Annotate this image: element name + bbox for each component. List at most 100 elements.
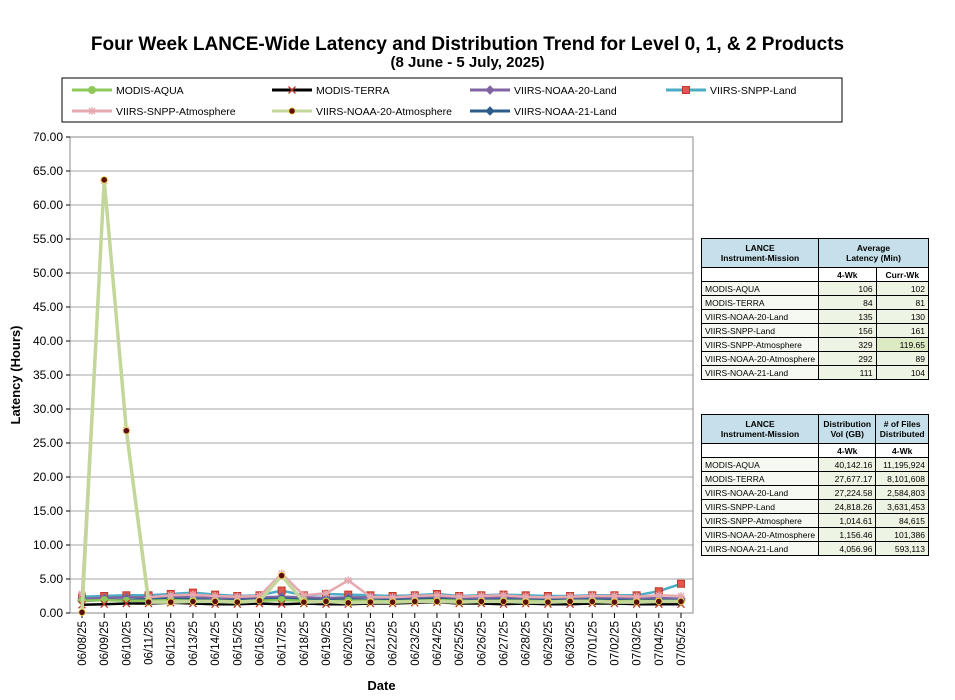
latency-row-currwk: 89 (875, 351, 930, 366)
distribution-row: VIIRS-NOAA-20-Land 27,224.58 2,584,803 (700, 485, 929, 500)
x-tick-label: 06/20/25 (343, 621, 355, 666)
legend-entry: VIIRS-SNPP-Atmosphere (116, 106, 236, 118)
series-line-viirs-noaa-20-atmosphere (80, 178, 681, 613)
dist-row-name: VIIRS-SNPP-Atmosphere (700, 513, 820, 528)
latency-header-currwk: Curr-Wk (875, 267, 930, 282)
x-tick-label: 06/09/25 (99, 621, 111, 666)
latency-row-4wk: 329 (818, 337, 877, 352)
data-point (189, 597, 197, 606)
distribution-table: LANCE Instrument-Mission Distribution Vo… (700, 414, 929, 556)
legend-marker (288, 86, 296, 94)
data-point (477, 597, 485, 606)
data-point (233, 592, 242, 601)
legend-marker (88, 107, 96, 115)
data-point (610, 598, 619, 606)
distribution-row: VIIRS-NOAA-21-Land 4,056.96 593,113 (700, 541, 929, 556)
x-tick-label: 06/18/25 (299, 621, 311, 666)
latency-row-currwk: 104 (875, 365, 930, 380)
legend-entry: VIIRS-NOAA-20-Atmosphere (316, 106, 452, 118)
x-tick-label: 06/23/25 (410, 621, 422, 666)
data-point (344, 576, 353, 585)
x-tick-label: 06/25/25 (454, 621, 466, 666)
x-tick-label: 06/24/25 (432, 621, 444, 666)
latency-row-name: VIIRS-NOAA-20-Land (700, 309, 820, 324)
dist-header-mission: LANCE Instrument-Mission (700, 414, 820, 444)
dist-row-files: 84,615 (875, 513, 929, 528)
data-point (499, 591, 508, 600)
dist-row-name: VIIRS-SNPP-Land (700, 499, 820, 514)
dist-row-vol: 1,014.61 (818, 513, 877, 528)
x-axis-title: Date (367, 678, 395, 693)
legend-entry: VIIRS-SNPP-Land (710, 85, 797, 97)
data-point (255, 592, 264, 600)
latency-row-currwk: 161 (875, 323, 930, 338)
y-tick-label: 65.00 (33, 164, 63, 178)
x-tick-label: 06/08/25 (77, 621, 89, 666)
chart-subtitle: (8 June - 5 July, 2025) (390, 54, 545, 71)
y-tick-label: 20.00 (33, 470, 63, 484)
dist-header-vol: Distribution Vol (GB) (818, 414, 877, 444)
dist-header-4wk-files: 4-Wk (875, 443, 929, 458)
data-point (388, 598, 397, 606)
dist-row-files: 101,386 (875, 527, 929, 542)
chart-title: Four Week LANCE-Wide Latency and Distrib… (90, 34, 845, 55)
data-point (166, 591, 175, 600)
latency-row-currwk: 119.65 (875, 337, 930, 352)
latency-table: LANCE Instrument-Mission Average Latency… (700, 238, 930, 380)
data-point (455, 598, 463, 606)
data-point (677, 579, 685, 588)
data-point (233, 598, 241, 606)
data-point (654, 591, 663, 600)
dist-row-files: 11,195,924 (875, 457, 929, 472)
x-tick-label: 06/21/25 (365, 621, 377, 666)
latency-row-currwk: 130 (875, 309, 930, 324)
data-point (255, 597, 264, 605)
data-point (188, 590, 197, 599)
data-point (100, 600, 109, 609)
dist-header-files: # of Files Distributed (875, 414, 929, 444)
latency-row-name: VIIRS-NOAA-20-Atmosphere (700, 351, 820, 366)
data-point (432, 591, 441, 600)
latency-row-name: VIIRS-SNPP-Atmosphere (700, 337, 820, 352)
x-tick-label: 07/01/25 (587, 621, 599, 666)
x-tick-label: 07/02/25 (609, 621, 621, 666)
x-tick-label: 06/15/25 (232, 621, 244, 666)
x-tick-label: 06/11/25 (144, 621, 156, 665)
data-point (543, 593, 552, 602)
y-axis-title: Latency (Hours) (8, 326, 23, 425)
data-point (566, 592, 575, 601)
dist-row-vol: 27,224.58 (818, 485, 877, 500)
y-tick-label: 35.00 (33, 368, 63, 382)
legend-entry: VIIRS-NOAA-21-Land (514, 106, 617, 118)
data-point (544, 598, 552, 606)
data-point (344, 599, 352, 607)
data-point (300, 598, 308, 606)
dist-row-files: 2,584,803 (875, 485, 929, 500)
latency-row-4wk: 84 (818, 295, 877, 310)
x-tick-label: 06/13/25 (188, 621, 200, 666)
latency-row-4wk: 135 (818, 309, 877, 324)
data-point (522, 598, 530, 606)
x-tick-label: 07/03/25 (632, 621, 644, 666)
x-tick-label: 06/28/25 (521, 621, 533, 666)
data-point (677, 592, 685, 600)
legend-entry: MODIS-AQUA (116, 85, 184, 97)
x-tick-label: 06/17/25 (277, 621, 289, 666)
y-tick-label: 50.00 (33, 266, 63, 280)
legend-marker (88, 86, 96, 94)
dist-row-vol: 1,156.46 (818, 527, 877, 542)
latency-header-4wk: 4-Wk (818, 267, 877, 282)
y-tick-label: 60.00 (33, 198, 63, 212)
dist-row-vol: 40,142.16 (818, 457, 877, 472)
data-point (299, 591, 308, 600)
dist-row-files: 8,101,608 (875, 471, 929, 486)
data-point (433, 597, 441, 606)
data-point (610, 592, 619, 600)
x-tick-label: 06/27/25 (499, 621, 511, 666)
legend-entry: VIIRS-NOAA-20-Land (514, 85, 617, 97)
distribution-row: MODIS-TERRA 27,677.17 8,101,608 (700, 471, 929, 486)
latency-row-currwk: 102 (875, 281, 930, 296)
data-point (366, 598, 375, 606)
x-tick-label: 06/26/25 (476, 621, 488, 666)
dist-row-name: MODIS-AQUA (700, 457, 820, 472)
